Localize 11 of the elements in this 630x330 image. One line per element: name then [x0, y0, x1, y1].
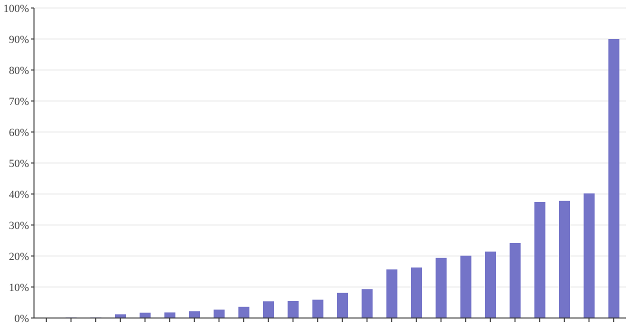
y-tick-label: 30%	[8, 220, 29, 232]
y-tick-label: 100%	[3, 2, 29, 15]
y-tick-label: 70%	[8, 96, 29, 108]
y-tick-label: 0%	[14, 312, 29, 325]
y-tick-label: 80%	[8, 64, 29, 77]
y-tick-label: 90%	[8, 34, 29, 46]
y-tick-label: 60%	[8, 126, 29, 139]
y-tick-label: 20%	[8, 250, 29, 263]
y-tick-label: 10%	[8, 282, 29, 294]
y-tick-label: 50%	[8, 158, 29, 170]
y-tick-label: 40%	[8, 188, 29, 201]
